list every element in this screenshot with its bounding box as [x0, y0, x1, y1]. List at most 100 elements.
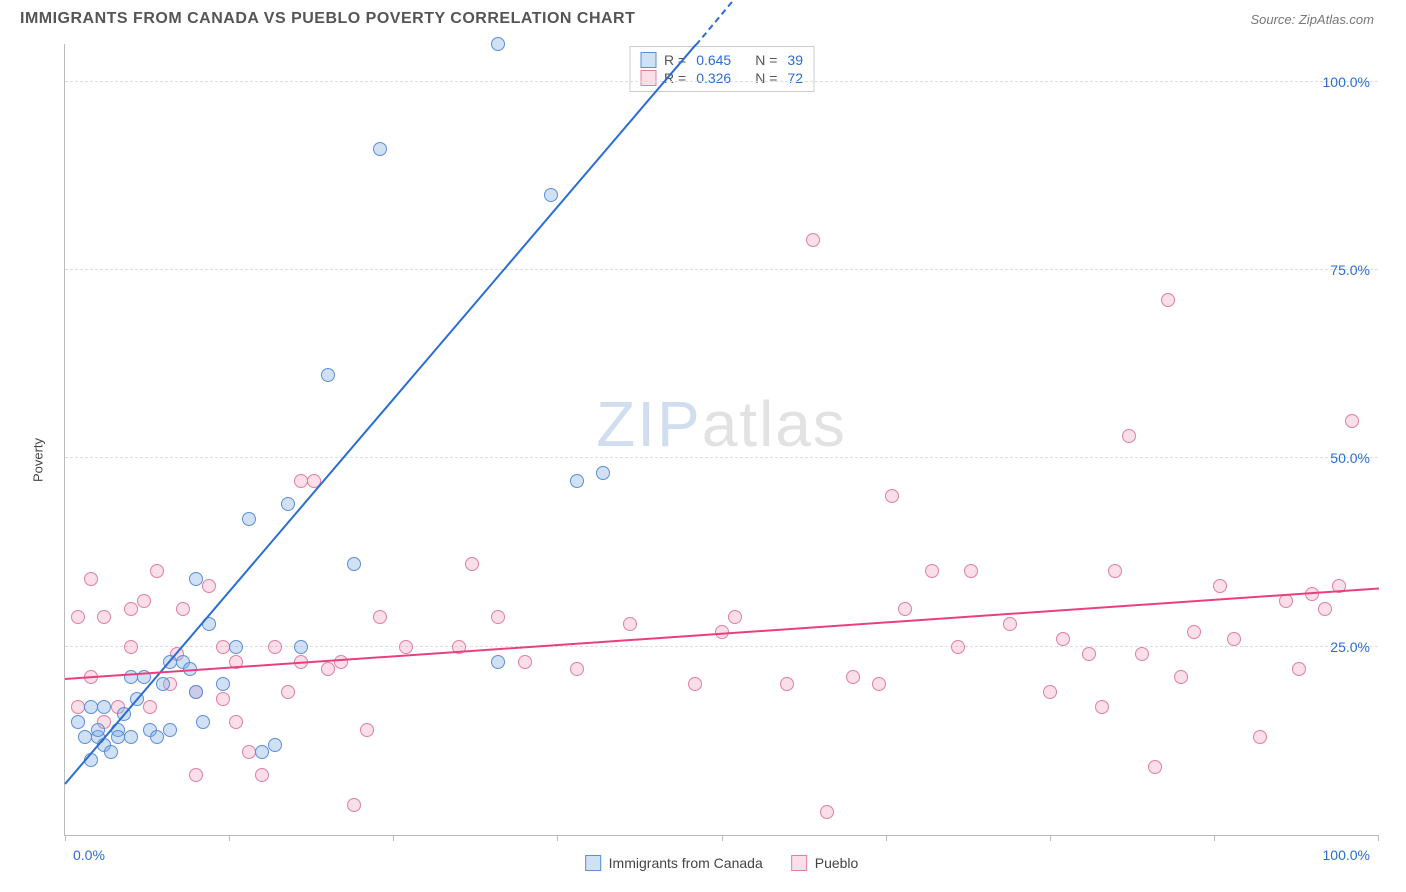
- pueblo-point: [1148, 760, 1162, 774]
- swatch-canada: [640, 52, 656, 68]
- x-tick-mark: [886, 835, 887, 841]
- y-tick-label: 100.0%: [1323, 74, 1370, 90]
- x-tick-label-left: 0.0%: [73, 847, 105, 863]
- watermark: ZIPatlas: [596, 387, 847, 461]
- legend-row-canada: R = 0.645 N = 39: [640, 51, 803, 69]
- pueblo-point: [806, 233, 820, 247]
- canada-point: [71, 715, 85, 729]
- pueblo-point: [1082, 647, 1096, 661]
- pueblo-point: [925, 564, 939, 578]
- pueblo-point: [1056, 632, 1070, 646]
- canada-point: [321, 368, 335, 382]
- pueblo-point: [898, 602, 912, 616]
- canada-point: [216, 677, 230, 691]
- pueblo-point: [242, 745, 256, 759]
- pueblo-point: [202, 579, 216, 593]
- canada-point: [84, 700, 98, 714]
- pueblo-point: [964, 564, 978, 578]
- x-tick-mark: [393, 835, 394, 841]
- canada-point: [91, 723, 105, 737]
- pueblo-point: [268, 640, 282, 654]
- pueblo-point: [1135, 647, 1149, 661]
- x-tick-label-right: 100.0%: [1323, 847, 1370, 863]
- canada-point: [189, 685, 203, 699]
- y-axis-label: Poverty: [31, 438, 46, 482]
- pueblo-point: [124, 640, 138, 654]
- pueblo-point: [399, 640, 413, 654]
- y-tick-label: 25.0%: [1330, 639, 1370, 655]
- trend-line-pueblo: [65, 587, 1379, 680]
- pueblo-point: [518, 655, 532, 669]
- chart-header: IMMIGRANTS FROM CANADA VS PUEBLO POVERTY…: [0, 0, 1406, 36]
- swatch-canada-icon: [585, 855, 601, 871]
- canada-point: [347, 557, 361, 571]
- pueblo-point: [951, 640, 965, 654]
- pueblo-point: [189, 768, 203, 782]
- pueblo-point: [360, 723, 374, 737]
- canada-point: [189, 572, 203, 586]
- canada-point: [104, 745, 118, 759]
- swatch-pueblo-icon: [791, 855, 807, 871]
- canada-point: [163, 723, 177, 737]
- canada-point: [491, 37, 505, 51]
- pueblo-point: [1122, 429, 1136, 443]
- canada-point: [596, 466, 610, 480]
- pueblo-point: [623, 617, 637, 631]
- pueblo-point: [1213, 579, 1227, 593]
- canada-point: [229, 640, 243, 654]
- pueblo-point: [885, 489, 899, 503]
- canada-point: [111, 730, 125, 744]
- pueblo-point: [1174, 670, 1188, 684]
- pueblo-point: [84, 572, 98, 586]
- pueblo-point: [229, 715, 243, 729]
- pueblo-point: [1043, 685, 1057, 699]
- legend-item-canada: Immigrants from Canada: [585, 855, 763, 871]
- scatter-plot: ZIPatlas R = 0.645 N = 39 R = 0.326 N = …: [64, 44, 1378, 836]
- chart-source: Source: ZipAtlas.com: [1250, 12, 1374, 27]
- pueblo-point: [1253, 730, 1267, 744]
- pueblo-point: [1003, 617, 1017, 631]
- pueblo-point: [872, 677, 886, 691]
- pueblo-point: [820, 805, 834, 819]
- canada-point: [294, 640, 308, 654]
- pueblo-point: [294, 474, 308, 488]
- pueblo-point: [321, 662, 335, 676]
- pueblo-point: [97, 610, 111, 624]
- pueblo-point: [780, 677, 794, 691]
- pueblo-point: [1345, 414, 1359, 428]
- gridline: [65, 457, 1378, 458]
- y-tick-label: 75.0%: [1330, 262, 1370, 278]
- pueblo-point: [373, 610, 387, 624]
- pueblo-point: [1187, 625, 1201, 639]
- y-tick-label: 50.0%: [1330, 450, 1370, 466]
- pueblo-point: [176, 602, 190, 616]
- canada-point: [124, 730, 138, 744]
- canada-point: [124, 670, 138, 684]
- canada-point: [570, 474, 584, 488]
- canada-point: [156, 677, 170, 691]
- pueblo-point: [1318, 602, 1332, 616]
- pueblo-point: [1095, 700, 1109, 714]
- x-tick-mark: [1378, 835, 1379, 841]
- pueblo-point: [347, 798, 361, 812]
- pueblo-point: [570, 662, 584, 676]
- pueblo-point: [846, 670, 860, 684]
- pueblo-point: [728, 610, 742, 624]
- legend-item-pueblo: Pueblo: [791, 855, 859, 871]
- pueblo-point: [71, 610, 85, 624]
- gridline: [65, 81, 1378, 82]
- canada-point: [491, 655, 505, 669]
- gridline: [65, 646, 1378, 647]
- pueblo-point: [1279, 594, 1293, 608]
- series-legend: Immigrants from Canada Pueblo: [585, 855, 859, 871]
- pueblo-point: [216, 640, 230, 654]
- canada-point: [255, 745, 269, 759]
- canada-point: [97, 700, 111, 714]
- pueblo-point: [491, 610, 505, 624]
- correlation-legend: R = 0.645 N = 39 R = 0.326 N = 72: [629, 46, 814, 92]
- canada-point: [196, 715, 210, 729]
- source-link[interactable]: ZipAtlas.com: [1299, 12, 1374, 27]
- canada-point: [242, 512, 256, 526]
- gridline: [65, 269, 1378, 270]
- x-tick-mark: [1214, 835, 1215, 841]
